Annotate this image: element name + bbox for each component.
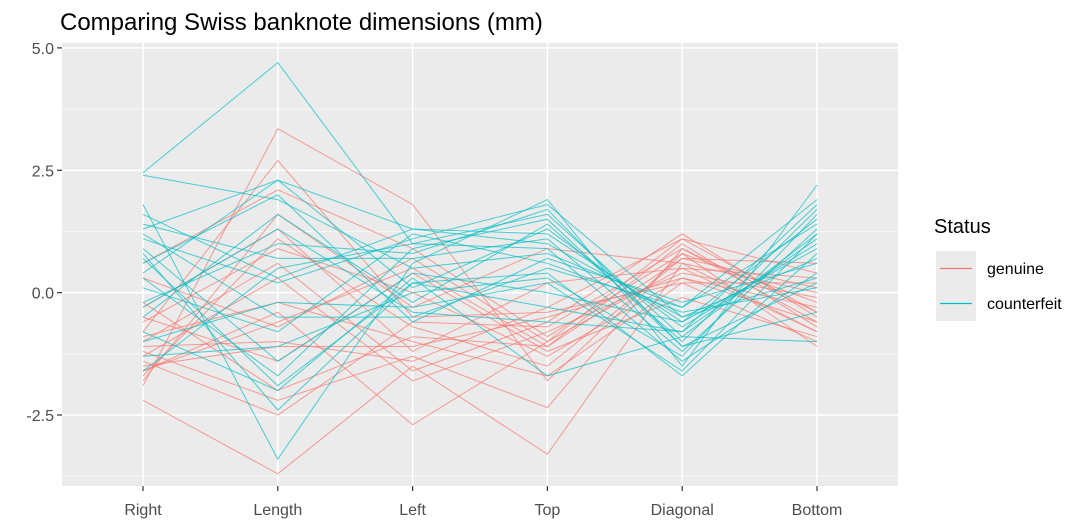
plot-panel	[62, 43, 898, 486]
series-line-counterfeit	[142, 277, 818, 392]
x-tick-label: Right	[124, 502, 162, 519]
series-line-counterfeit	[142, 243, 818, 372]
series-line-genuine	[142, 257, 818, 372]
y-tick-label: 2.5	[32, 163, 54, 180]
x-tick-label: Diagonal	[651, 502, 714, 519]
series-line-counterfeit	[142, 233, 818, 372]
series-line-counterfeit	[142, 228, 818, 333]
series-line-genuine	[142, 238, 818, 426]
y-tick-label: 0.0	[32, 286, 54, 303]
series-line-genuine	[142, 272, 818, 382]
x-axis: Right Length Left Top Diagonal Bottom	[124, 486, 842, 519]
series-line-counterfeit	[142, 248, 818, 362]
series-line-counterfeit	[142, 223, 818, 318]
legend-items: genuine counterfeit	[936, 251, 1062, 321]
series-line-genuine	[142, 282, 818, 377]
y-tick-label: 5.0	[32, 41, 54, 58]
series-counterfeit	[142, 61, 818, 461]
series-line-counterfeit	[142, 209, 818, 343]
series-line-genuine	[142, 262, 818, 475]
y-axis: -2.5 0.0 2.5 5.0	[26, 41, 62, 425]
series-line-counterfeit	[142, 218, 818, 377]
legend-title: Status	[934, 216, 991, 238]
series-line-counterfeit	[142, 253, 818, 411]
x-tick-label: Left	[399, 502, 426, 519]
x-tick-label: Bottom	[792, 502, 843, 519]
series-line-counterfeit	[142, 213, 818, 357]
series-lines	[142, 61, 818, 475]
series-line-genuine	[142, 277, 818, 367]
series-line-genuine	[142, 272, 818, 362]
series-line-genuine	[142, 257, 818, 343]
series-genuine	[142, 128, 818, 475]
series-line-genuine	[142, 247, 818, 409]
series-line-counterfeit	[142, 194, 818, 323]
series-line-counterfeit	[142, 208, 818, 348]
x-tick-label: Top	[535, 502, 561, 519]
legend-label: genuine	[987, 261, 1044, 278]
series-line-counterfeit	[142, 213, 818, 318]
series-line-genuine	[142, 243, 818, 392]
legend: Status genuine counterfeit	[934, 216, 1062, 321]
legend-label: counterfeit	[987, 296, 1062, 313]
series-line-counterfeit	[142, 179, 818, 328]
legend-item-counterfeit: counterfeit	[936, 286, 1062, 321]
series-line-counterfeit	[142, 233, 818, 333]
chart-title: Comparing Swiss banknote dimensions (mm)	[60, 9, 543, 36]
y-tick-label: -2.5	[26, 408, 54, 425]
series-line-genuine	[142, 248, 818, 416]
x-tick-label: Length	[253, 502, 302, 519]
legend-item-genuine: genuine	[936, 251, 1044, 286]
